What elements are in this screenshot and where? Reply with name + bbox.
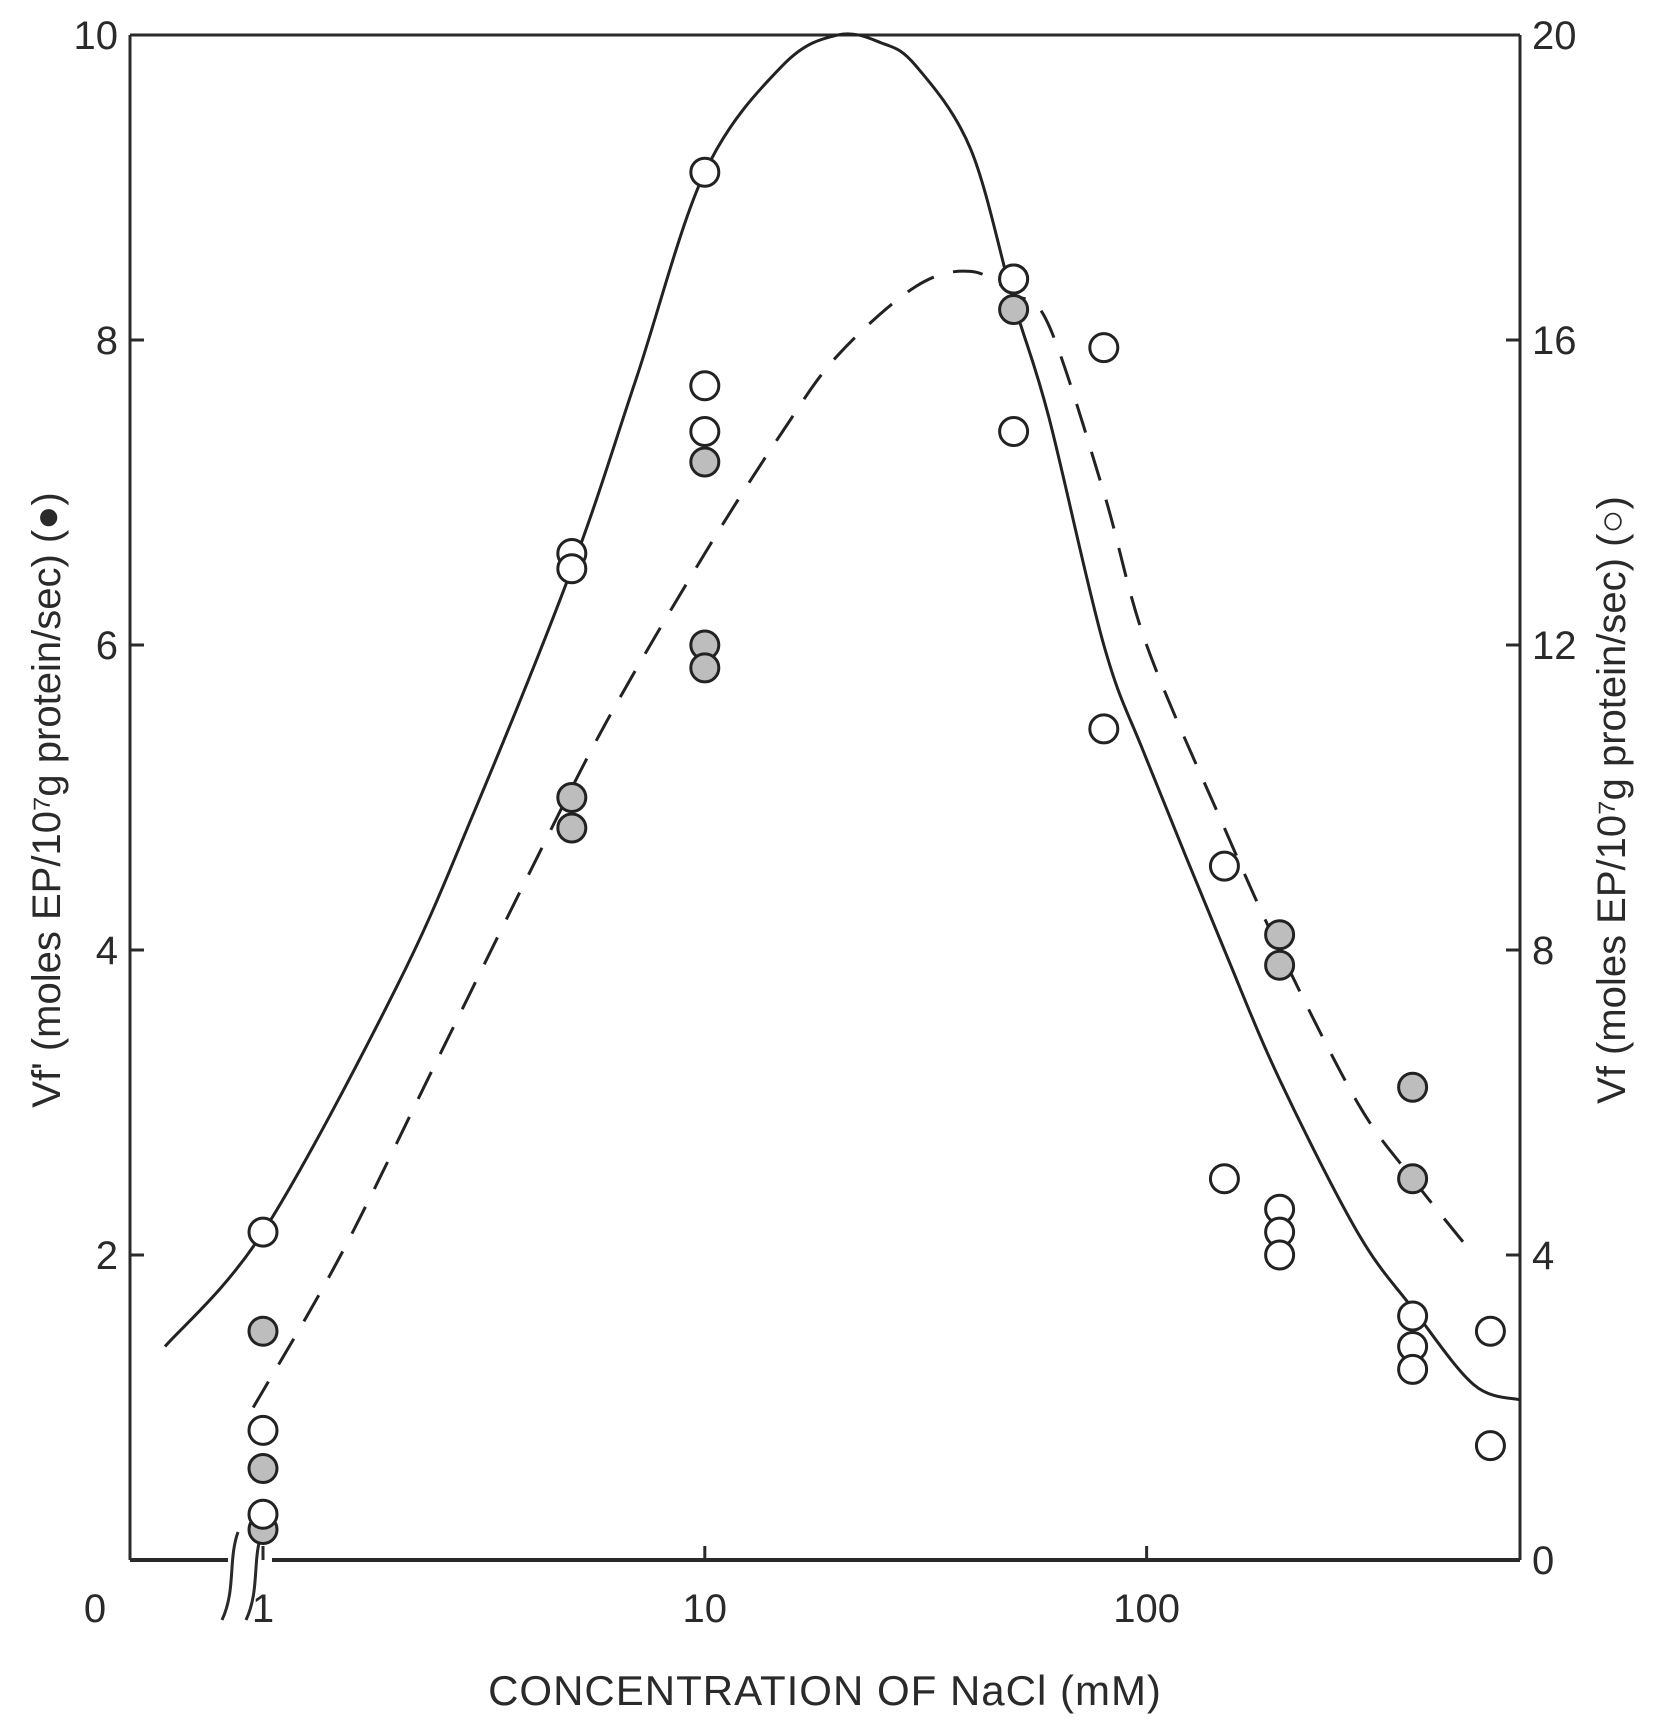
y-right-tick-label: 12 xyxy=(1532,624,1577,668)
filled-data-point xyxy=(556,812,588,844)
solid-fit-curve xyxy=(163,32,1521,1402)
open-data-point xyxy=(689,156,721,188)
open-data-point xyxy=(689,370,721,402)
filled-data-point xyxy=(1264,949,1296,981)
y-left-tick-label: 2 xyxy=(96,1234,118,1278)
open-data-point xyxy=(998,263,1030,295)
open-data-point xyxy=(998,416,1030,447)
right-y-axis-title: Vf (moles EP/10⁷g protein/sec) (○) xyxy=(1590,496,1634,1104)
left-y-axis-title: Vf' (moles EP/10⁷g protein/sec) (●) xyxy=(25,492,69,1107)
tick-marks xyxy=(130,33,1520,1562)
open-data-point xyxy=(247,1414,279,1446)
open-data-point xyxy=(1208,850,1240,882)
y-left-tick-label: 6 xyxy=(96,624,118,668)
open-data-point xyxy=(1474,1315,1506,1347)
open-data-point xyxy=(247,1216,279,1248)
filled-data-point xyxy=(1397,1163,1429,1195)
y-right-tick-label: 16 xyxy=(1532,319,1577,363)
open-data-point xyxy=(1264,1239,1296,1271)
open-data-point xyxy=(1208,1163,1240,1195)
y-right-tick-label: 20 xyxy=(1532,14,1577,58)
open-data-point xyxy=(247,1498,279,1530)
y-left-tick-label: 10 xyxy=(74,14,119,58)
y-right-tick-label: 8 xyxy=(1532,929,1554,973)
y-right-tick-label: 4 xyxy=(1532,1234,1554,1278)
open-data-point xyxy=(1088,713,1120,745)
filled-data-point xyxy=(689,652,721,684)
filled-data-point xyxy=(556,782,588,813)
filled-data-point xyxy=(689,446,721,478)
y-left-tick-label: 4 xyxy=(96,929,118,973)
filled-data-point xyxy=(1397,1071,1429,1103)
fitted-curves xyxy=(163,32,1521,1409)
x-axis-title: CONCENTRATION OF NaCl (mM) xyxy=(488,1667,1162,1714)
open-data-point xyxy=(1397,1300,1429,1332)
y-left-tick-label: 8 xyxy=(96,319,118,363)
x-tick-label: 1 xyxy=(252,1587,274,1631)
open-data-point xyxy=(556,553,588,585)
filled-data-point xyxy=(998,294,1030,325)
x-tick-label: 100 xyxy=(1113,1587,1180,1631)
x-zero-label: 0 xyxy=(84,1587,106,1631)
y-right-tick-label: 0 xyxy=(1532,1539,1554,1583)
axis-break-mark xyxy=(220,1531,272,1621)
plot-frame xyxy=(128,33,1522,1562)
open-data-point xyxy=(1088,332,1120,364)
filled-data-point xyxy=(247,1315,279,1347)
filled-data-point xyxy=(247,1453,279,1484)
open-data-point xyxy=(1474,1430,1506,1462)
open-data-point xyxy=(689,416,721,447)
x-tick-label: 10 xyxy=(683,1587,728,1631)
data-points xyxy=(247,156,1506,1545)
filled-data-point xyxy=(1264,919,1296,951)
open-data-point xyxy=(1397,1353,1429,1385)
